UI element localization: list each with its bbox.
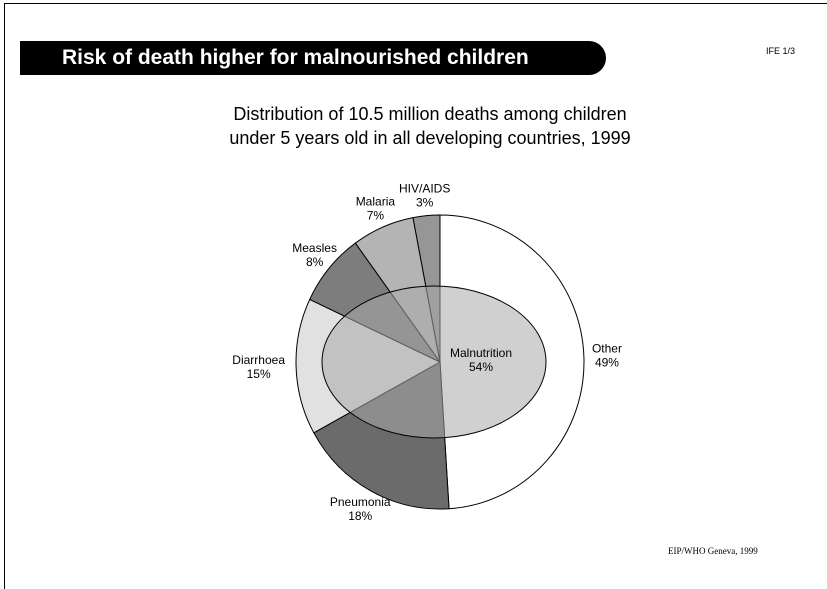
malnutrition-overlay-ellipse — [321, 285, 547, 439]
pie-label-diarrhoea: Diarrhoea 15% — [232, 353, 285, 381]
slide-title: Risk of death higher for malnourished ch… — [20, 41, 606, 75]
pie-label-pneumonia: Pneumonia 18% — [330, 495, 391, 523]
pie-label-other: Other 49% — [592, 342, 622, 370]
pie-label-malaria: Malaria 7% — [356, 195, 396, 223]
page-code: IFE 1/3 — [766, 46, 796, 56]
pie-label-hiv-aids: HIV/AIDS 3% — [399, 182, 450, 210]
pie-label-malnutrition: Malnutrition 54% — [450, 346, 512, 374]
pie-label-measles: Measles 8% — [292, 241, 337, 269]
subtitle-line-2: under 5 years old in all developing coun… — [229, 128, 631, 148]
chart-subtitle: Distribution of 10.5 million deaths amon… — [160, 102, 700, 150]
frame-top-border — [4, 3, 827, 4]
frame-left-border — [4, 3, 5, 589]
subtitle-line-1: Distribution of 10.5 million deaths amon… — [233, 104, 627, 124]
source-credit: EIP/WHO Geneva, 1999 — [668, 546, 758, 556]
